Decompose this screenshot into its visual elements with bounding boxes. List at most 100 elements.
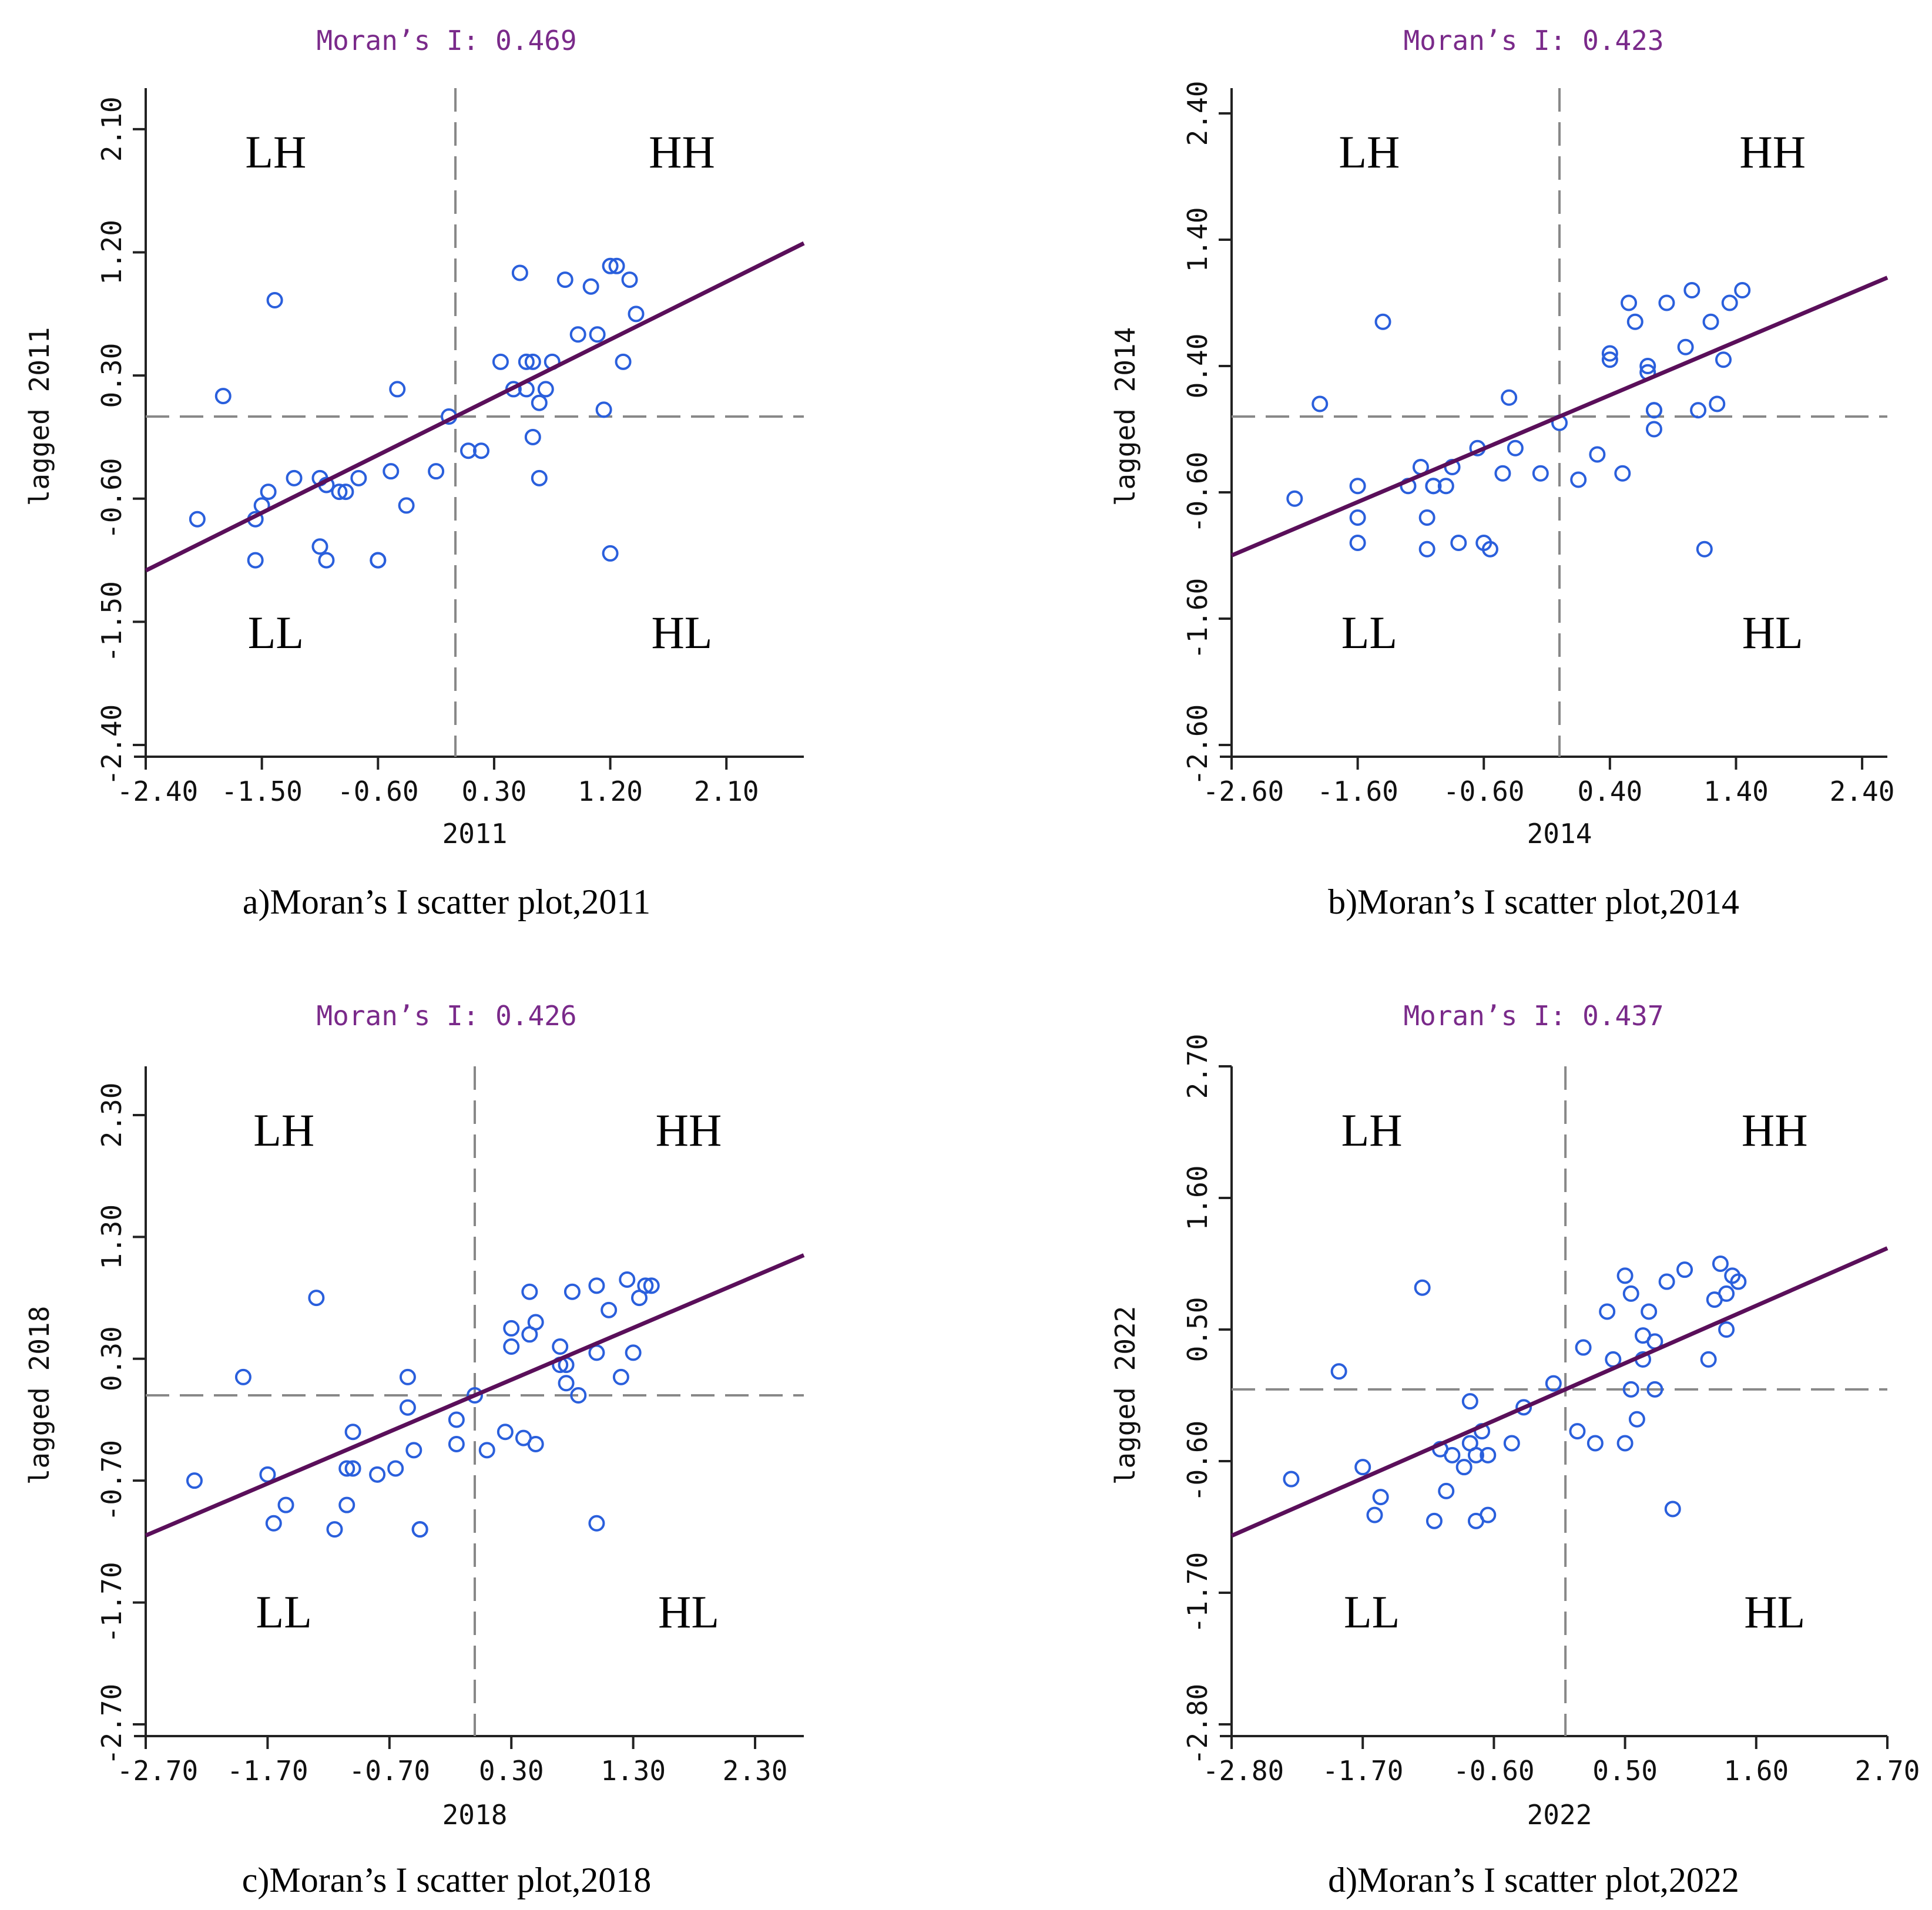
- data-point: [558, 1375, 575, 1392]
- data-point: [389, 381, 406, 398]
- data-point: [344, 1460, 361, 1477]
- data-point: [286, 469, 303, 486]
- data-point: [350, 469, 367, 486]
- y-tick-label: 2.10: [96, 96, 128, 162]
- data-point: [1626, 313, 1643, 330]
- panel-caption: d)Moran’s I scatter plot,2022: [1328, 1861, 1739, 1899]
- quadrant-label-hl: HL: [658, 1586, 719, 1637]
- quadrant-label-lh: LH: [1341, 1105, 1403, 1156]
- data-point: [1437, 478, 1454, 495]
- x-axis-title: 2018: [442, 1799, 508, 1831]
- data-point: [1676, 1261, 1693, 1278]
- data-point: [428, 463, 445, 480]
- data-point: [1614, 465, 1631, 482]
- x-tick-label: -2.60: [1203, 776, 1284, 807]
- data-point: [1601, 351, 1618, 368]
- y-tick-label: 1.30: [96, 1204, 128, 1270]
- data-point: [311, 538, 328, 555]
- x-tick-label: -0.60: [1443, 776, 1524, 807]
- quadrant-label-hh: HH: [649, 126, 715, 177]
- data-point: [625, 1344, 642, 1361]
- data-point: [1283, 1471, 1300, 1488]
- x-tick-label: 0.50: [1592, 1755, 1658, 1787]
- data-point: [370, 552, 387, 569]
- x-tick-label: -0.60: [337, 776, 418, 807]
- data-point: [1494, 465, 1511, 482]
- data-point: [308, 1290, 325, 1307]
- data-point: [1709, 395, 1726, 412]
- data-point: [524, 353, 541, 370]
- data-point: [338, 1460, 355, 1477]
- data-point: [1455, 1459, 1473, 1476]
- data-point: [1677, 338, 1694, 355]
- data-point: [615, 353, 632, 370]
- data-point: [1461, 1393, 1478, 1410]
- data-point: [478, 1442, 495, 1459]
- data-point: [582, 278, 599, 295]
- data-point: [1481, 541, 1498, 558]
- data-point: [399, 1368, 416, 1385]
- data-point: [318, 552, 335, 569]
- data-point: [1444, 1446, 1461, 1463]
- y-tick-label: 2.30: [96, 1083, 128, 1148]
- x-tick-label: -2.40: [117, 776, 198, 807]
- data-point: [1734, 282, 1751, 298]
- data-point: [1467, 1446, 1484, 1463]
- y-tick-label: -1.70: [96, 1562, 128, 1643]
- data-point: [602, 545, 619, 562]
- data-point: [601, 1301, 618, 1318]
- data-point: [337, 484, 354, 501]
- data-point: [1646, 1381, 1663, 1398]
- data-point: [1645, 402, 1662, 419]
- data-point: [338, 1496, 355, 1513]
- data-point: [467, 1387, 483, 1404]
- data-point: [1507, 439, 1524, 456]
- data-point: [1480, 1506, 1497, 1523]
- y-tick-label: 2.70: [1182, 1034, 1213, 1099]
- data-point: [588, 1277, 605, 1294]
- y-tick-label: 0.30: [96, 1326, 128, 1391]
- data-point: [1664, 1501, 1681, 1518]
- data-point: [1718, 1285, 1735, 1302]
- data-point: [1450, 535, 1467, 551]
- y-tick-label: -1.70: [1182, 1552, 1213, 1633]
- quadrant-label-ll: LL: [1344, 1586, 1400, 1637]
- data-point: [214, 388, 232, 405]
- data-point: [1569, 1423, 1586, 1440]
- data-point: [189, 511, 206, 528]
- y-axis-title: lagged 2022: [1109, 1306, 1141, 1485]
- data-point: [1616, 1267, 1634, 1284]
- y-tick-label: -0.70: [96, 1440, 128, 1521]
- data-point: [387, 1460, 404, 1477]
- y-axis-title: lagged 2011: [24, 327, 55, 506]
- data-point: [524, 428, 541, 445]
- data-point: [595, 401, 612, 418]
- data-point: [637, 1277, 654, 1294]
- data-point: [448, 1435, 465, 1452]
- data-point: [531, 394, 548, 411]
- data-point: [1349, 535, 1366, 551]
- quadrant-label-lh: LH: [253, 1105, 314, 1156]
- data-point: [588, 1515, 605, 1532]
- y-tick-label: -1.60: [1182, 578, 1213, 659]
- data-point: [619, 1271, 636, 1288]
- data-point: [589, 326, 606, 343]
- panel-caption: a)Moran’s I scatter plot,2011: [243, 882, 650, 921]
- data-point: [1503, 1435, 1520, 1452]
- data-point: [1715, 351, 1732, 368]
- moran-title: Moran’s I: 0.426: [316, 1000, 576, 1032]
- y-tick-label: 0.30: [96, 343, 128, 408]
- data-point: [569, 326, 586, 343]
- data-point: [1501, 389, 1518, 406]
- data-point: [1418, 541, 1435, 558]
- data-point: [1718, 1321, 1735, 1338]
- x-tick-label: 2.40: [1830, 776, 1895, 807]
- moran-title: Moran’s I: 0.423: [1403, 25, 1663, 56]
- scatter-panel-4: Moran’s I: 0.437 -2.80 -1.70 -0.60 0.50 1.60 2…: [1109, 1000, 1920, 1899]
- data-point: [326, 1521, 343, 1538]
- data-point: [1658, 294, 1675, 311]
- moran-title: Moran’s I: 0.469: [316, 25, 576, 56]
- data-point: [344, 1424, 361, 1441]
- data-point: [1628, 1411, 1645, 1428]
- x-tick-label: 0.30: [479, 1755, 544, 1787]
